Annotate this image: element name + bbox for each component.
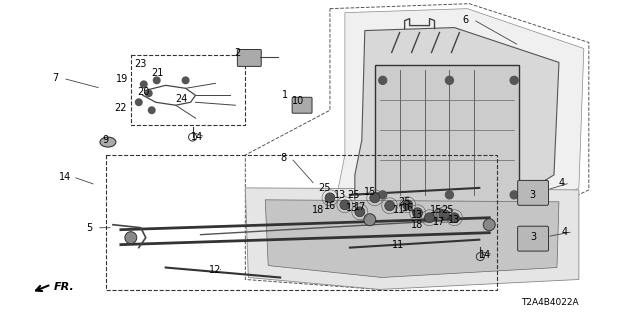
- Text: 23: 23: [134, 60, 147, 69]
- Polygon shape: [355, 28, 559, 244]
- Circle shape: [424, 213, 435, 223]
- Text: 11: 11: [392, 205, 404, 215]
- Text: 3: 3: [530, 232, 536, 242]
- Circle shape: [445, 191, 453, 199]
- Polygon shape: [338, 9, 584, 269]
- Text: T2A4B4022A: T2A4B4022A: [521, 298, 579, 307]
- Circle shape: [483, 219, 495, 231]
- Text: 18: 18: [312, 205, 324, 215]
- FancyBboxPatch shape: [518, 180, 548, 205]
- Text: 5: 5: [86, 223, 92, 233]
- Text: 13: 13: [334, 190, 346, 200]
- Text: 24: 24: [175, 94, 188, 104]
- Text: 13: 13: [448, 215, 461, 225]
- Text: 8: 8: [280, 153, 286, 163]
- Circle shape: [440, 210, 449, 220]
- Polygon shape: [265, 200, 559, 277]
- Text: 7: 7: [52, 73, 58, 83]
- Circle shape: [445, 76, 453, 84]
- Text: 25: 25: [441, 205, 454, 215]
- Text: 25: 25: [348, 190, 360, 200]
- Text: 15: 15: [430, 205, 443, 215]
- Circle shape: [148, 106, 156, 114]
- Circle shape: [135, 98, 143, 106]
- Text: 14: 14: [59, 172, 71, 182]
- Text: 13: 13: [346, 203, 358, 213]
- Text: 9: 9: [103, 135, 109, 145]
- Text: 14: 14: [479, 250, 492, 260]
- Circle shape: [449, 213, 460, 223]
- Circle shape: [325, 193, 335, 203]
- Circle shape: [125, 232, 137, 244]
- FancyBboxPatch shape: [375, 65, 519, 210]
- Polygon shape: [245, 188, 579, 289]
- Circle shape: [355, 207, 365, 217]
- Text: 17: 17: [354, 202, 366, 212]
- Circle shape: [182, 76, 189, 84]
- Circle shape: [403, 200, 413, 210]
- Text: FR.: FR.: [54, 283, 75, 292]
- Text: 12: 12: [209, 265, 221, 275]
- Text: 4: 4: [562, 227, 568, 237]
- Text: 11: 11: [392, 240, 404, 250]
- Circle shape: [153, 76, 161, 84]
- Text: 15: 15: [364, 187, 376, 197]
- Circle shape: [385, 201, 395, 211]
- FancyBboxPatch shape: [237, 50, 261, 67]
- Text: 19: 19: [116, 74, 128, 84]
- Text: 14: 14: [191, 132, 204, 142]
- Circle shape: [413, 208, 422, 218]
- Text: 20: 20: [138, 87, 150, 97]
- Text: 25: 25: [319, 183, 332, 193]
- Text: 3: 3: [529, 190, 535, 200]
- Circle shape: [140, 80, 148, 88]
- Circle shape: [370, 193, 380, 203]
- Circle shape: [510, 191, 518, 199]
- Text: 4: 4: [559, 178, 565, 188]
- Circle shape: [364, 214, 376, 226]
- FancyBboxPatch shape: [518, 226, 548, 251]
- Text: 22: 22: [115, 103, 127, 113]
- Circle shape: [340, 200, 350, 210]
- Text: 1: 1: [282, 90, 288, 100]
- FancyBboxPatch shape: [292, 97, 312, 113]
- Text: 17: 17: [433, 217, 445, 227]
- Text: 2: 2: [234, 48, 241, 59]
- Circle shape: [379, 76, 387, 84]
- Text: 18: 18: [412, 220, 424, 230]
- Text: 16: 16: [324, 201, 336, 211]
- Text: 25: 25: [398, 197, 411, 207]
- Text: 10: 10: [292, 96, 304, 106]
- Circle shape: [510, 76, 518, 84]
- Text: 21: 21: [152, 68, 164, 78]
- Circle shape: [433, 209, 445, 221]
- Text: 13: 13: [412, 210, 424, 220]
- Text: 6: 6: [462, 15, 468, 25]
- Circle shape: [379, 191, 387, 199]
- Text: 16: 16: [401, 203, 413, 213]
- Ellipse shape: [100, 137, 116, 147]
- Circle shape: [145, 89, 153, 97]
